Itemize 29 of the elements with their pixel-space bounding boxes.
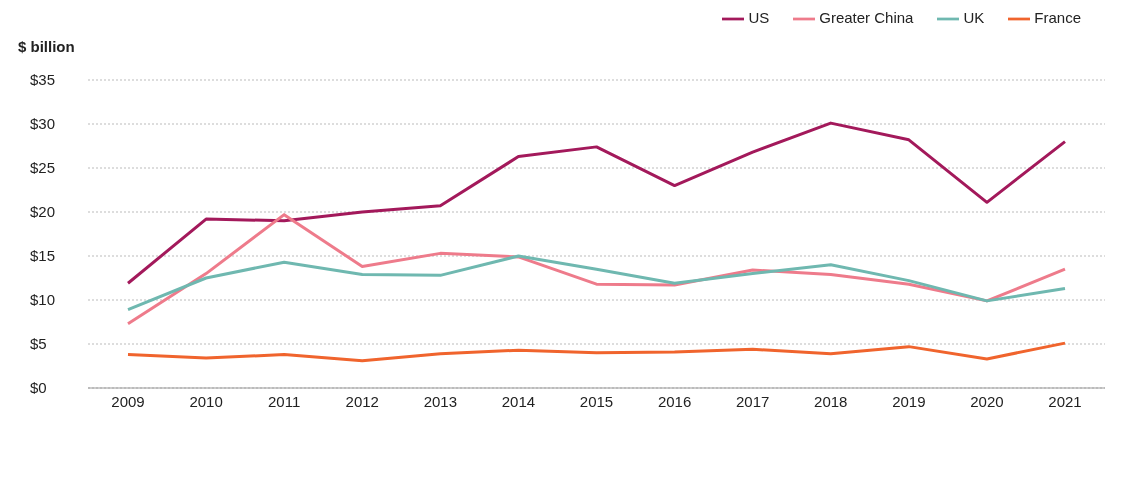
x-tick-label: 2011 — [268, 392, 301, 410]
x-tick-label: 2021 — [1048, 392, 1082, 410]
x-tick-label: 2020 — [970, 392, 1004, 410]
y-axis-title: $ billion — [18, 38, 75, 55]
x-tick-label: 2018 — [814, 392, 848, 410]
y-tick-label: $35 — [30, 71, 56, 89]
x-tick-label: 2009 — [111, 392, 145, 410]
x-tick-label: 2012 — [345, 392, 379, 410]
y-tick-label: $30 — [30, 115, 56, 133]
x-tick-label: 2019 — [892, 392, 926, 410]
y-tick-label: $10 — [30, 291, 56, 309]
x-tick-label: 2014 — [501, 392, 536, 410]
x-tick-label: 2016 — [657, 392, 692, 410]
line-series — [126, 341, 1067, 363]
y-tick-label: $0 — [30, 379, 47, 397]
line-series — [126, 121, 1067, 285]
y-tick-label: $5 — [30, 335, 47, 353]
legend-label: France — [1034, 8, 1081, 26]
x-tick-label: 2017 — [735, 392, 770, 410]
x-tick-label: 2015 — [579, 392, 614, 410]
x-tick-label: 2010 — [189, 392, 223, 410]
y-tick-label: $15 — [30, 247, 56, 265]
legend-label: Greater China — [819, 8, 914, 26]
legend-label: UK — [963, 8, 985, 26]
legend-label: US — [748, 8, 770, 26]
y-tick-label: $20 — [30, 203, 56, 221]
y-tick-label: $25 — [30, 159, 56, 177]
x-tick-label: 2013 — [423, 392, 458, 410]
line-series — [126, 254, 1067, 312]
